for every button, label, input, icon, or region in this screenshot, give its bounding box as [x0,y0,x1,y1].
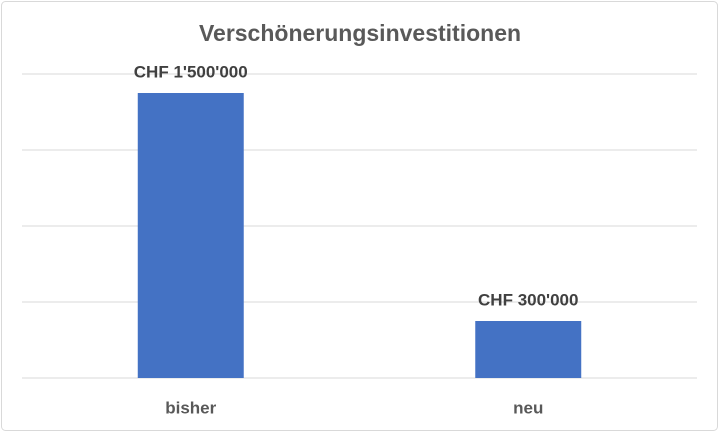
value-label: CHF 1'500'000 [134,62,248,81]
chart-title: Verschönerungsinvestitionen [199,20,521,46]
x-tick-label: neu [513,398,543,417]
value-label: CHF 300'000 [478,290,578,309]
bar [137,93,244,378]
x-tick-label: bisher [165,398,216,417]
bar [475,321,582,378]
